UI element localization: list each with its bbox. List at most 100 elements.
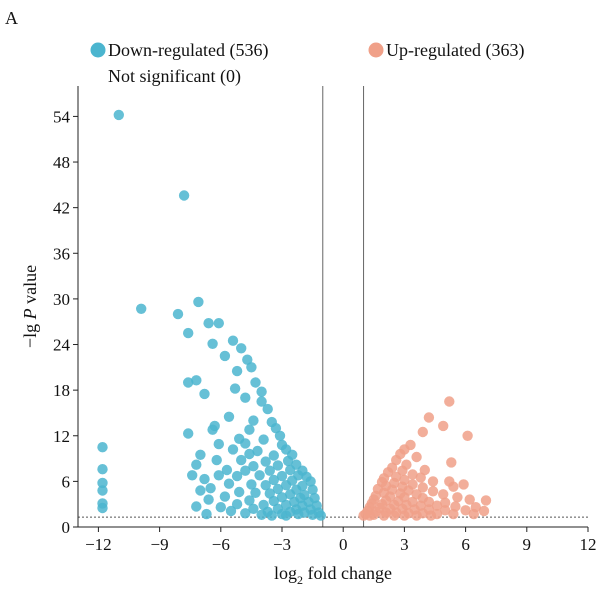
data-point-up (364, 510, 375, 521)
data-point-up (378, 510, 390, 521)
y-axis-title-italic: P (20, 308, 40, 320)
data-point-down (231, 499, 243, 510)
y-tick-label: 6 (62, 472, 71, 491)
data-points (97, 109, 492, 521)
data-point-up (415, 472, 426, 483)
legend-label-not-significant: Not significant (0) (108, 66, 241, 87)
data-point-up (417, 482, 428, 493)
data-point-down (172, 308, 184, 320)
data-point-up (411, 510, 422, 521)
x-tick-label: 12 (580, 535, 597, 554)
data-point-down (272, 483, 284, 495)
data-point-up (423, 496, 435, 508)
data-point-down (183, 377, 194, 388)
data-point-down (256, 386, 267, 397)
data-point-down (178, 190, 190, 201)
y-tick-label: 36 (53, 244, 70, 263)
data-point-down (136, 303, 147, 314)
legend-label-down: Down-regulated (536) (108, 40, 268, 61)
data-point-down (270, 423, 282, 434)
data-point-down (293, 508, 304, 520)
data-point-down (274, 430, 286, 441)
x-tick-label: 0 (339, 535, 348, 554)
data-point-up (464, 494, 475, 505)
data-point-down (307, 509, 318, 520)
data-point-down (183, 327, 194, 339)
data-point-down (205, 483, 216, 494)
data-point-down (262, 403, 273, 415)
y-axis-title-suffix: value (20, 265, 40, 308)
data-point-down (195, 485, 206, 496)
data-point-up (417, 426, 428, 438)
data-point-down (280, 480, 292, 491)
data-point-down (199, 388, 210, 400)
data-point-down (225, 505, 237, 517)
data-point-down (244, 424, 255, 435)
data-point-down (234, 486, 245, 498)
data-point-down (213, 470, 224, 481)
data-point-down (252, 445, 263, 457)
data-point-up (438, 420, 449, 432)
data-point-down (250, 487, 261, 498)
x-axis-title-prefix: log (274, 563, 297, 583)
data-point-down (285, 464, 296, 476)
data-point-down (280, 510, 292, 521)
data-point-down (260, 456, 271, 467)
x-tick-label: −12 (85, 535, 112, 554)
x-axis-title-subscript: 2 (297, 573, 303, 587)
data-point-up (389, 510, 400, 521)
data-point-down (187, 470, 198, 481)
data-point-down (236, 343, 247, 354)
data-point-up (480, 495, 492, 506)
data-point-down (268, 450, 279, 461)
data-point-down (240, 392, 251, 403)
x-axis-title: log2 fold change (274, 563, 392, 587)
y-tick-label: 0 (62, 518, 71, 537)
data-point-down (203, 494, 214, 505)
data-point-down (203, 318, 214, 329)
data-point-down (193, 296, 204, 308)
data-point-up (431, 500, 443, 511)
data-point-down (240, 438, 251, 449)
data-point-down (246, 362, 257, 373)
x-tick-label: 6 (461, 535, 470, 554)
data-point-down (223, 411, 235, 422)
data-point-down (231, 365, 243, 377)
data-point-down (242, 354, 253, 365)
data-point-down (221, 464, 233, 476)
data-point-down (268, 495, 279, 507)
data-point-up (440, 505, 451, 516)
data-point-down (211, 454, 222, 466)
data-point-down (207, 338, 218, 349)
y-axis-title: −lg P value (20, 265, 40, 348)
data-point-down (191, 375, 202, 386)
data-point-down (315, 510, 326, 521)
data-point-up (444, 396, 455, 407)
data-point-down (268, 474, 279, 486)
data-point-down (207, 424, 218, 435)
data-point-down (199, 473, 210, 485)
x-tick-label: −6 (212, 535, 230, 554)
data-point-up (419, 464, 430, 476)
data-point-up (446, 457, 457, 468)
data-point-down (272, 460, 284, 471)
threshold-lines (78, 86, 588, 527)
y-tick-label: 30 (53, 290, 70, 309)
data-point-down (223, 478, 235, 489)
x-tick-label: −3 (273, 535, 291, 554)
data-point-down (219, 491, 231, 502)
data-point-up (448, 481, 459, 492)
data-point-down (236, 454, 247, 466)
data-point-down (183, 428, 194, 439)
data-point-up (427, 476, 439, 487)
data-point-down (246, 479, 257, 490)
data-point-down (307, 484, 318, 495)
y-tick-label: 24 (53, 336, 71, 355)
data-point-down (256, 509, 267, 520)
y-tick-label: 48 (53, 153, 70, 172)
data-point-down (195, 449, 206, 460)
data-point-down (240, 465, 251, 476)
